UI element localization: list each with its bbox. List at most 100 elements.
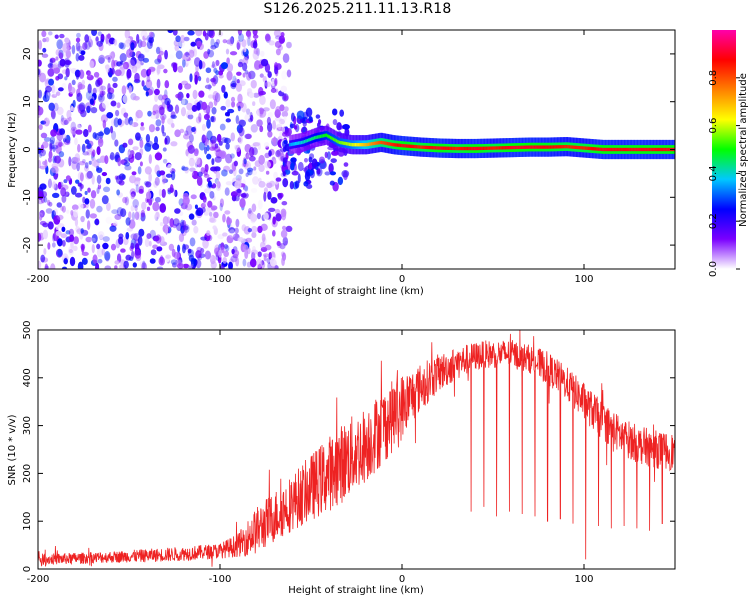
transition-blob: [282, 178, 289, 188]
transition-blob: [317, 119, 322, 125]
noise-blob: [81, 251, 89, 256]
carrier-core: [395, 143, 398, 147]
colorbar: 0.0 0.2 0.4 0.6 0.8 Normalized spectral ampl…: [708, 30, 749, 277]
noise-blob: [267, 71, 272, 78]
noise-blob: [38, 260, 42, 269]
transition-blob: [332, 108, 338, 116]
carrier-core: [440, 146, 443, 150]
noise-blob: [95, 262, 100, 269]
noise-blob: [170, 170, 176, 181]
noise-blob: [100, 33, 105, 43]
noise-blob: [181, 243, 186, 254]
noise-blob: [251, 232, 257, 238]
noise-blob: [61, 239, 66, 247]
noise-blob: [91, 233, 98, 244]
noise-blob: [124, 30, 131, 39]
noise-blob: [275, 106, 281, 115]
noise-blob: [174, 149, 183, 155]
noise-blob: [52, 233, 56, 242]
snr-x-tick-label: -200: [27, 574, 50, 585]
noise-blob: [89, 60, 95, 69]
noise-blob: [97, 31, 103, 37]
noise-blob: [82, 158, 86, 164]
noise-blob: [252, 101, 256, 106]
snr-x-ticks: -200 -100 0 100: [27, 330, 594, 585]
noise-blob: [257, 141, 261, 151]
noise-blob: [265, 170, 270, 175]
carrier-core: [559, 145, 563, 149]
noise-blob: [266, 182, 273, 189]
carrier-core: [514, 145, 518, 150]
noise-blob: [196, 40, 202, 48]
noise-blob: [77, 203, 84, 210]
noise-blob: [104, 265, 112, 269]
noise-blob: [153, 88, 160, 96]
carrier-core: [455, 146, 458, 151]
carrier-core: [625, 147, 628, 152]
transition-blob: [339, 109, 345, 117]
carrier-core: [433, 146, 436, 150]
noise-blob: [126, 48, 133, 58]
colorbar-tick-label: 0.8: [708, 70, 719, 86]
noise-blob: [102, 236, 110, 242]
transition-blob: [326, 151, 331, 160]
carrier-core: [312, 136, 315, 141]
noise-blob: [86, 105, 91, 114]
noise-blob: [62, 137, 67, 143]
noise-blob: [198, 90, 205, 98]
noise-blob: [273, 136, 277, 147]
noise-blob: [61, 194, 67, 203]
noise-blob: [280, 251, 285, 257]
spectrogram-x-tick-label: 100: [574, 274, 593, 285]
noise-blob: [175, 93, 182, 99]
noise-blob: [224, 245, 230, 252]
noise-blob: [194, 204, 198, 210]
noise-blob: [48, 102, 55, 111]
noise-blob: [85, 90, 94, 101]
noise-blob: [258, 154, 265, 165]
carrier-core: [401, 143, 404, 148]
noise-blob: [90, 106, 98, 114]
noise-blob: [226, 217, 233, 225]
noise-blob: [168, 243, 175, 251]
carrier-core: [449, 146, 452, 151]
noise-blob: [140, 122, 144, 127]
transition-blob: [337, 176, 344, 186]
carrier-core: [529, 145, 532, 149]
noise-blob: [110, 100, 117, 107]
noise-blob: [267, 130, 273, 138]
spectrogram-x-axis-label: Height of straight line (km): [288, 286, 424, 297]
carrier-core: [546, 145, 550, 149]
noise-blob: [145, 133, 151, 143]
carrier-core: [527, 145, 531, 149]
noise-blob: [157, 94, 164, 101]
noise-blob: [191, 104, 198, 112]
noise-blob: [250, 249, 259, 255]
noise-blob: [63, 179, 68, 184]
noise-blob: [275, 177, 282, 182]
noise-blob: [96, 243, 101, 250]
noise-blob: [130, 193, 135, 200]
carrier-core: [375, 141, 378, 145]
noise-blob: [179, 211, 184, 216]
noise-blob: [137, 53, 145, 62]
noise-blob: [118, 42, 124, 49]
noise-blob: [256, 212, 261, 220]
noise-blob: [59, 128, 66, 136]
noise-blob: [221, 169, 228, 177]
transition-blob: [293, 125, 298, 130]
noise-blob: [275, 213, 282, 222]
noise-blob: [238, 119, 246, 127]
carrier-core: [343, 141, 346, 145]
noise-blob: [150, 249, 157, 256]
noise-blob: [77, 81, 83, 91]
carrier-core: [428, 145, 432, 150]
noise-blob: [90, 190, 97, 199]
noise-blob: [68, 248, 74, 254]
carrier-core: [350, 142, 353, 147]
noise-blob: [135, 132, 141, 141]
noise-blob: [170, 259, 178, 265]
noise-blob: [267, 112, 273, 119]
noise-blob: [40, 132, 48, 139]
carrier-core: [418, 145, 421, 149]
